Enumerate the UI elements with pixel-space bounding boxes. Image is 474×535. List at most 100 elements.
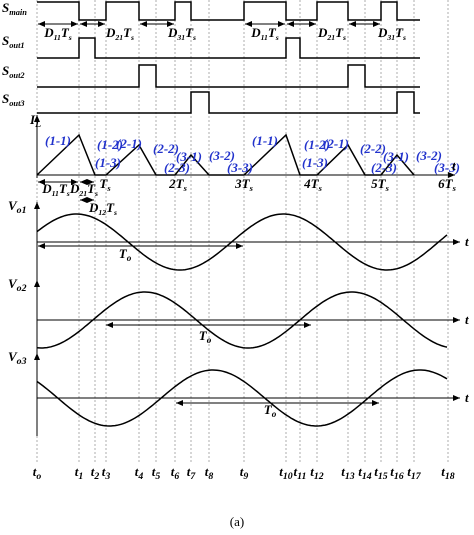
subscript: 7 xyxy=(190,471,196,482)
period-label: 2Ts xyxy=(168,176,187,193)
text: 5T xyxy=(371,176,387,191)
subscript: out2 xyxy=(9,71,24,80)
text: t xyxy=(205,464,209,479)
text: T xyxy=(106,200,115,215)
time-label: t2 xyxy=(91,464,100,482)
subscript: 8 xyxy=(208,471,213,482)
subscript: s xyxy=(68,33,72,42)
subscript: s xyxy=(385,184,389,193)
segment-label: (3-2) xyxy=(416,148,442,163)
inductor-label: IL xyxy=(29,112,41,130)
subscript: s xyxy=(106,184,110,193)
text: S xyxy=(2,0,9,15)
subscript: out1 xyxy=(9,41,24,50)
text: t xyxy=(441,464,445,479)
text: 4T xyxy=(303,176,320,191)
waveform xyxy=(36,213,448,271)
caption: (a) xyxy=(230,514,244,529)
subscript: 31 xyxy=(386,33,395,42)
subscript: 21 xyxy=(78,189,87,198)
segment-label: (2-2) xyxy=(360,141,386,156)
text: t xyxy=(279,464,283,479)
subscript: main xyxy=(9,8,27,17)
time-label: t16 xyxy=(390,464,404,482)
period-label: Ts xyxy=(99,176,110,193)
period-label: To xyxy=(119,246,132,263)
subscript: 15 xyxy=(378,471,388,482)
text: T xyxy=(123,25,132,40)
segment-label: (1-2) xyxy=(304,137,330,152)
text: S xyxy=(2,33,9,48)
subscript: 9 xyxy=(243,471,248,482)
text: D xyxy=(69,181,80,196)
duty-label: D11Ts xyxy=(250,25,279,42)
axis-label: t xyxy=(465,234,469,249)
duty-label: D21Ts xyxy=(317,25,346,42)
time-label: t1 xyxy=(75,464,84,482)
time-label: t13 xyxy=(341,464,355,482)
subscript: 31 xyxy=(176,33,185,42)
text: T xyxy=(335,25,344,40)
subscript: o xyxy=(36,471,41,482)
text: D xyxy=(250,25,261,40)
segment-label: (2-3) xyxy=(164,160,190,175)
text: 2T xyxy=(168,176,185,191)
subscript: s xyxy=(342,33,346,42)
subscript: 11 xyxy=(52,189,59,198)
segment-label: (2-3) xyxy=(371,160,397,175)
text: t xyxy=(171,464,175,479)
text: t xyxy=(75,464,79,479)
time-label: t18 xyxy=(441,464,455,482)
text: T xyxy=(61,25,70,40)
text: T xyxy=(59,181,68,196)
subscript: o2 xyxy=(17,283,27,294)
text: t xyxy=(187,464,191,479)
subscript: s xyxy=(66,189,70,198)
text: T xyxy=(199,328,208,343)
period-label: 5Ts xyxy=(371,176,389,193)
time-label: t12 xyxy=(310,464,324,482)
period-label: 6Ts xyxy=(438,176,456,193)
text: I xyxy=(29,112,36,127)
subscript: out3 xyxy=(9,99,24,108)
subscript: s xyxy=(113,208,117,217)
segment-label: (3-3) xyxy=(227,160,253,175)
subscript: o1 xyxy=(17,205,27,216)
text: t xyxy=(135,464,139,479)
text: T xyxy=(87,181,96,196)
duty-label: D11Ts xyxy=(43,25,72,42)
text: V xyxy=(8,198,18,213)
duty-label: D31Ts xyxy=(167,25,196,42)
guide-lines xyxy=(36,0,449,462)
text: t xyxy=(33,464,37,479)
text: S xyxy=(2,91,9,106)
text: T xyxy=(395,25,404,40)
output-voltages xyxy=(34,202,460,436)
text: t xyxy=(91,464,95,479)
signal-label: Sout3 xyxy=(2,91,25,108)
text: t xyxy=(294,464,298,479)
signal-label: Sout1 xyxy=(2,33,25,50)
subscript: 4 xyxy=(137,471,143,482)
axis-label: t xyxy=(452,158,456,173)
time-label: t9 xyxy=(240,464,249,482)
time-label: t15 xyxy=(374,464,388,482)
subscript: o xyxy=(207,335,212,345)
text: D xyxy=(317,25,328,40)
text: t xyxy=(310,464,314,479)
text: 3T xyxy=(234,176,251,191)
text: V xyxy=(8,276,18,291)
subscript: s xyxy=(94,189,98,198)
time-label: t6 xyxy=(171,464,180,482)
text: D xyxy=(88,200,99,215)
duty-label: D31Ts xyxy=(377,25,406,42)
subscript: o3 xyxy=(17,356,27,367)
waveform xyxy=(36,291,448,349)
axis-label: t xyxy=(465,312,469,327)
subscript: 1 xyxy=(78,471,83,482)
text: T xyxy=(268,25,277,40)
subscript: 21 xyxy=(114,33,123,42)
segment-label: (2-2) xyxy=(153,141,179,156)
output-label: Vo1 xyxy=(8,198,26,216)
